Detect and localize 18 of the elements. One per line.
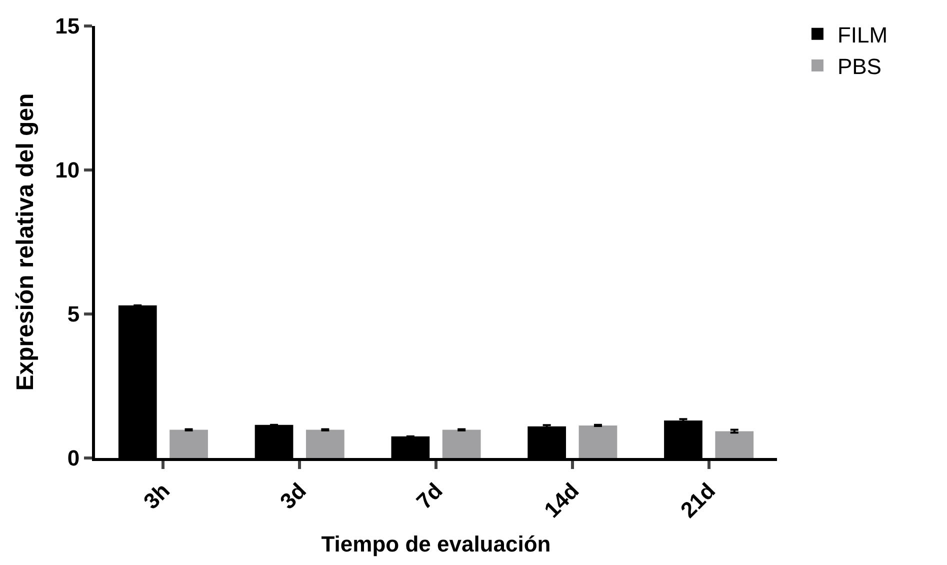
- bar: [170, 430, 208, 458]
- y-axis-title: Expresión relativa del gen: [12, 93, 40, 391]
- x-tick-label: 21d: [676, 478, 720, 523]
- bar: [442, 430, 481, 458]
- y-tick-label: 15: [55, 14, 80, 39]
- y-tick-label: 5: [67, 302, 80, 327]
- y-tick-label: 0: [67, 446, 80, 471]
- bar: [306, 430, 344, 458]
- x-tick-label: 14d: [539, 478, 584, 523]
- x-tick-label: 7d: [411, 478, 448, 514]
- y-tick-label: 10: [55, 158, 80, 183]
- bar: [578, 425, 618, 458]
- x-axis-title: Tiempo de evaluación: [321, 531, 551, 556]
- legend-label: FILM: [837, 22, 888, 48]
- bar: [715, 431, 754, 458]
- x-tick-label: 3d: [275, 478, 311, 514]
- legend-label: PBS: [837, 54, 882, 80]
- x-tick-label: 3h: [138, 478, 175, 514]
